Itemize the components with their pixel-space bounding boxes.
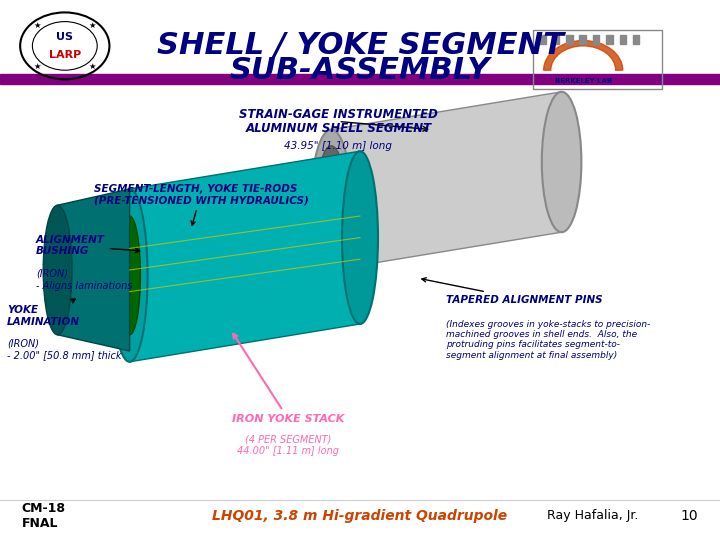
Bar (533, 30, 662, 89)
Ellipse shape (317, 146, 346, 254)
Ellipse shape (542, 92, 582, 232)
Polygon shape (58, 189, 130, 351)
Text: US: US (56, 32, 73, 42)
Text: BERKELEY LAB: BERKELEY LAB (554, 78, 612, 84)
Text: ★: ★ (34, 21, 41, 30)
Text: CM-18
FNAL: CM-18 FNAL (22, 502, 66, 530)
Text: ALIGNMENT
BUSHING: ALIGNMENT BUSHING (36, 235, 140, 256)
Text: ★: ★ (89, 21, 96, 30)
Bar (593, 35, 599, 44)
Ellipse shape (342, 151, 378, 324)
Text: IRON YOKE STACK: IRON YOKE STACK (232, 334, 344, 423)
Bar (553, 35, 559, 44)
Text: STRAIN-GAGE INSTRUMENTED
ALUMINUM SHELL SEGMENT: STRAIN-GAGE INSTRUMENTED ALUMINUM SHELL … (239, 107, 438, 136)
Text: (Indexes grooves in yoke-stacks to precision-
machined grooves in shell ends.  A: (Indexes grooves in yoke-stacks to preci… (446, 320, 651, 360)
Bar (619, 35, 626, 44)
Polygon shape (331, 92, 562, 270)
Ellipse shape (112, 189, 148, 362)
Bar (0, 74, 720, 84)
Wedge shape (544, 40, 623, 70)
Text: LARP: LARP (49, 50, 81, 59)
Bar (633, 35, 639, 44)
Bar (580, 35, 586, 44)
Text: SUB-ASSEMBLY: SUB-ASSEMBLY (230, 56, 490, 85)
Text: LHQ01, 3.8 m Hi-gradient Quadrupole: LHQ01, 3.8 m Hi-gradient Quadrupole (212, 509, 508, 523)
Polygon shape (130, 151, 360, 362)
Ellipse shape (311, 130, 351, 270)
Text: 10: 10 (681, 509, 698, 523)
Text: 43.95" [1.10 m] long: 43.95" [1.10 m] long (284, 141, 392, 152)
Text: (4 PER SEGMENT)
44.00" [1.11 m] long: (4 PER SEGMENT) 44.00" [1.11 m] long (237, 435, 339, 456)
Bar (606, 35, 613, 44)
Text: ★: ★ (34, 62, 41, 71)
Bar (539, 35, 546, 44)
Text: SEGMENT-LENGTH, YOKE TIE-RODS
(PRE-TENSIONED WITH HYDRAULICS): SEGMENT-LENGTH, YOKE TIE-RODS (PRE-TENSI… (94, 184, 308, 225)
Text: ★: ★ (89, 62, 96, 71)
Text: Ray Hafalia, Jr.: Ray Hafalia, Jr. (547, 509, 639, 522)
Text: TAPERED ALIGNMENT PINS: TAPERED ALIGNMENT PINS (422, 278, 603, 305)
Bar (566, 35, 572, 44)
Ellipse shape (119, 216, 140, 335)
Ellipse shape (43, 205, 72, 335)
Text: (IRON)
- Aligns laminations: (IRON) - Aligns laminations (36, 269, 132, 291)
Text: (IRON)
- 2.00" [50.8 mm] thick: (IRON) - 2.00" [50.8 mm] thick (7, 339, 122, 360)
Text: SHELL / YOKE SEGMENT: SHELL / YOKE SEGMENT (156, 31, 564, 60)
Text: YOKE
LAMINATION: YOKE LAMINATION (7, 299, 80, 327)
